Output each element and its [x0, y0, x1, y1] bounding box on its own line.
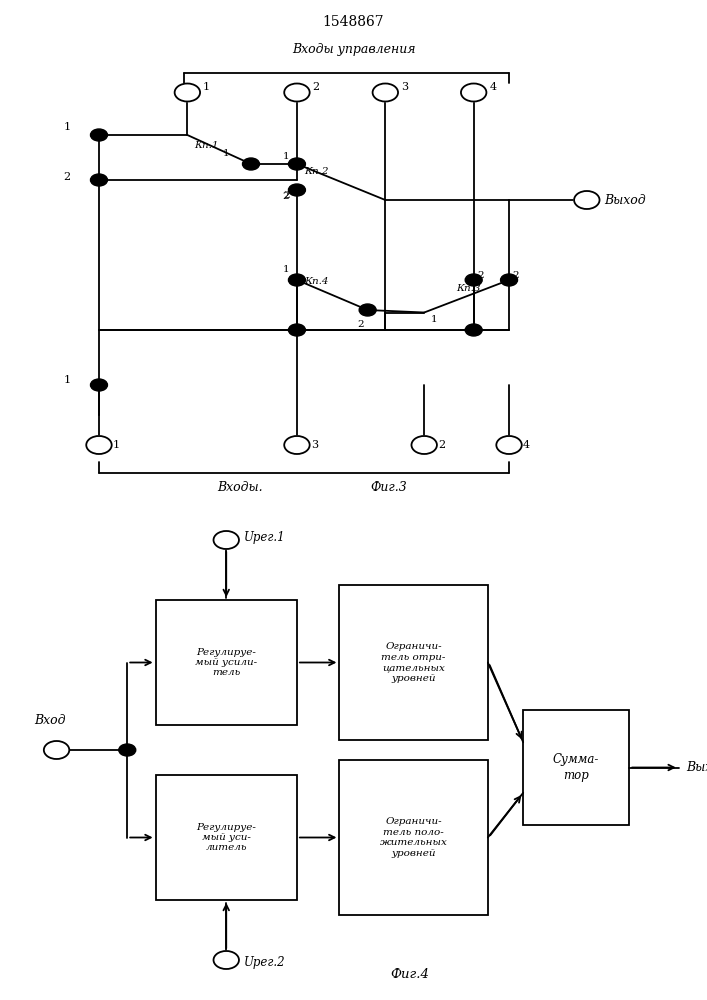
Circle shape — [44, 741, 69, 759]
Text: 2: 2 — [284, 192, 290, 200]
Text: Кп.3: Кп.3 — [456, 284, 481, 293]
Text: 1: 1 — [284, 152, 290, 161]
Text: Ограничи-
тель отри-
цательных
уровней: Ограничи- тель отри- цательных уровней — [381, 642, 446, 683]
Text: Кп.2: Кп.2 — [304, 166, 329, 176]
Text: Ограничи-
тель поло-
жительных
уровней: Ограничи- тель поло- жительных уровней — [380, 817, 448, 858]
Circle shape — [373, 84, 398, 102]
Circle shape — [465, 324, 482, 336]
Text: 1: 1 — [64, 122, 71, 132]
Circle shape — [90, 174, 107, 186]
Text: Регулируе-
мый усили-
тель: Регулируе- мый усили- тель — [195, 648, 257, 677]
Bar — [156, 600, 297, 725]
Circle shape — [90, 129, 107, 141]
Text: Выход: Выход — [604, 194, 646, 207]
Text: 1548867: 1548867 — [322, 15, 385, 29]
Text: Кп.1: Кп.1 — [194, 141, 219, 150]
Bar — [339, 760, 488, 915]
Text: Вход: Вход — [34, 714, 65, 728]
Circle shape — [574, 191, 600, 209]
Text: 3: 3 — [401, 82, 408, 92]
Circle shape — [288, 324, 305, 336]
Circle shape — [288, 274, 305, 286]
Text: 1: 1 — [113, 440, 120, 450]
Circle shape — [214, 531, 239, 549]
Text: Входы управления: Входы управления — [292, 43, 415, 56]
Text: 2: 2 — [513, 270, 519, 279]
Bar — [339, 585, 488, 740]
Circle shape — [288, 158, 305, 170]
Text: Uрег.2: Uрег.2 — [244, 956, 286, 969]
Circle shape — [284, 436, 310, 454]
Circle shape — [359, 304, 376, 316]
Circle shape — [119, 744, 136, 756]
Text: Вых.: Вых. — [686, 761, 707, 774]
Text: Фиг.4: Фиг.4 — [391, 968, 429, 982]
Bar — [523, 710, 629, 825]
Text: Uрег.1: Uрег.1 — [244, 531, 286, 544]
Circle shape — [90, 379, 107, 391]
Text: 3: 3 — [311, 440, 318, 450]
Text: 2: 2 — [477, 270, 484, 279]
Text: Кп.4: Кп.4 — [304, 277, 329, 286]
Bar — [156, 775, 297, 900]
Circle shape — [461, 84, 486, 102]
Circle shape — [284, 84, 310, 102]
Text: Входы.: Входы. — [218, 481, 263, 494]
Circle shape — [243, 158, 259, 170]
Circle shape — [501, 274, 518, 286]
Text: 1: 1 — [431, 316, 438, 324]
Circle shape — [214, 951, 239, 969]
Circle shape — [465, 274, 482, 286]
Text: Фиг.3: Фиг.3 — [370, 481, 407, 494]
Text: Сумма-
тор: Сумма- тор — [553, 754, 600, 782]
Text: 4: 4 — [523, 440, 530, 450]
Text: 2: 2 — [357, 320, 364, 329]
Circle shape — [411, 436, 437, 454]
Text: 1: 1 — [284, 265, 290, 274]
Text: 1: 1 — [64, 375, 71, 385]
Text: 1: 1 — [223, 149, 230, 158]
Text: 4: 4 — [489, 82, 496, 92]
Text: 2: 2 — [312, 82, 320, 92]
Text: 2: 2 — [282, 192, 288, 201]
Text: 2: 2 — [64, 172, 71, 182]
Text: 2: 2 — [438, 440, 445, 450]
Text: Регулируе-
мый уси-
литель: Регулируе- мый уси- литель — [197, 823, 256, 852]
Text: 1: 1 — [203, 82, 210, 92]
Circle shape — [86, 436, 112, 454]
Circle shape — [175, 84, 200, 102]
Circle shape — [288, 184, 305, 196]
Circle shape — [496, 436, 522, 454]
